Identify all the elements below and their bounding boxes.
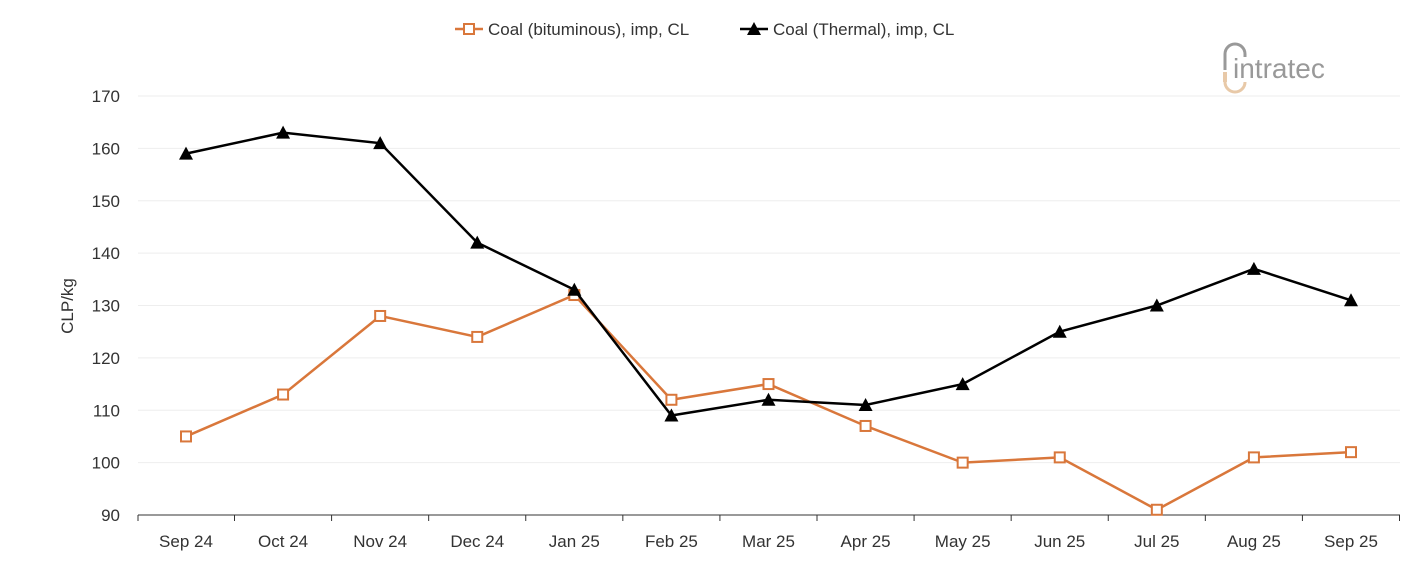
svg-text:intratec: intratec [1233,53,1325,84]
x-tick-label: Aug 25 [1227,532,1281,551]
data-point [665,393,678,406]
data-point [664,408,679,422]
y-tick-label: 130 [92,297,120,316]
data-point [1150,503,1163,516]
legend-label: Coal (Thermal), imp, CL [773,20,954,39]
data-point [470,235,485,249]
data-point [374,309,387,322]
data-point [471,330,484,343]
gridlines [138,95,1400,464]
legend: Coal (bituminous), imp, CL Coal (Thermal)… [455,20,954,39]
y-axis-ticks: 90 100 110 120 130 140 150 160 170 [92,87,120,525]
x-tick-label: Oct 24 [258,532,308,551]
x-tick-label: Jul 25 [1134,532,1179,551]
data-point [1149,298,1164,312]
data-point [567,282,582,296]
series-group [179,125,1358,516]
data-point [1053,451,1066,464]
x-tick-label: Dec 24 [450,532,504,551]
legend-marker [463,23,475,35]
y-tick-label: 90 [101,506,120,525]
y-tick-label: 170 [92,87,120,106]
data-point [955,377,970,391]
data-point [956,456,969,469]
legend-label: Coal (bituminous), imp, CL [488,20,689,39]
y-axis-label: CLP/kg [58,278,77,334]
x-tick-label: Feb 25 [645,532,698,551]
data-point [180,430,192,443]
y-tick-label: 160 [92,139,120,158]
legend-item: Coal (Thermal), imp, CL [740,20,954,39]
data-point [277,388,290,401]
x-tick-label: Apr 25 [841,532,891,551]
y-tick-label: 140 [92,244,120,263]
data-point [179,146,193,160]
data-point [276,125,291,139]
x-tick-label: May 25 [935,532,991,551]
data-point [858,398,873,412]
data-point [1345,446,1357,459]
x-tick-label: Jun 25 [1034,532,1085,551]
data-point [1246,261,1261,275]
data-point [373,136,388,150]
data-point [859,419,872,432]
x-tick-label: Sep 25 [1324,532,1378,551]
data-point [1247,451,1260,464]
x-tick-label: Jan 25 [549,532,600,551]
x-tick-label: Mar 25 [742,532,795,551]
intratec-logo: intratec [1223,42,1325,94]
x-tick-label: Sep 24 [159,532,213,551]
y-tick-label: 150 [92,192,120,211]
legend-item: Coal (bituminous), imp, CL [455,20,689,39]
data-point [1052,324,1067,338]
series-line [185,131,1352,417]
data-point [762,378,775,391]
legend-marker [747,22,761,35]
data-point [1344,293,1358,307]
y-tick-label: 120 [92,349,120,368]
data-point [761,392,776,406]
series-1 [179,125,1358,422]
y-tick-label: 110 [93,401,120,420]
series-0 [180,289,1357,516]
x-axis-ticks: Sep 24 Oct 24 Nov 24 Dec 24 Jan 25 Feb 25 Mar … [137,515,1400,551]
x-tick-label: Nov 24 [353,532,407,551]
y-tick-label: 100 [92,454,120,473]
